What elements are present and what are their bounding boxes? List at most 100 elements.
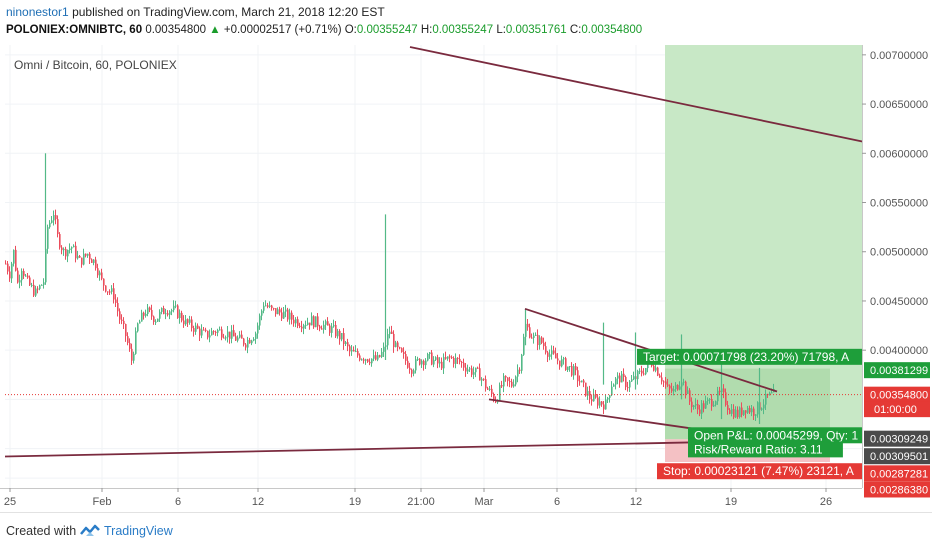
candle-body bbox=[617, 375, 619, 379]
candle-body bbox=[359, 355, 361, 360]
change-arrow-icon: ▲ bbox=[209, 24, 221, 36]
candle-body bbox=[677, 384, 679, 390]
candle-body bbox=[711, 398, 713, 407]
price-chart[interactable]: Omni / Bitcoin, 60, POLONIEX Target: 0.0… bbox=[0, 0, 932, 512]
candle-body bbox=[109, 291, 111, 293]
candle-body bbox=[513, 384, 515, 387]
candle-body bbox=[751, 408, 753, 413]
candle-body bbox=[333, 324, 335, 327]
candle-body bbox=[9, 271, 11, 279]
candle-body bbox=[695, 404, 697, 406]
candle-body bbox=[421, 360, 423, 365]
candle-body bbox=[297, 319, 299, 326]
candle-body bbox=[5, 263, 7, 265]
candle-body bbox=[181, 312, 183, 321]
candle-body bbox=[283, 311, 285, 319]
candle-body bbox=[233, 330, 235, 337]
candle-body bbox=[105, 285, 107, 292]
candle-body bbox=[249, 339, 251, 344]
candle-body bbox=[537, 334, 539, 346]
candle-body bbox=[447, 356, 449, 359]
candle-body bbox=[611, 386, 613, 396]
author-name[interactable]: ninonestor1 bbox=[6, 5, 69, 19]
candle-body bbox=[81, 257, 83, 265]
candle-body bbox=[391, 331, 393, 334]
candle-body bbox=[691, 401, 693, 407]
candle-body bbox=[83, 253, 85, 265]
candle-body bbox=[59, 234, 61, 248]
candle-body bbox=[535, 334, 537, 336]
candle-body bbox=[203, 329, 205, 331]
candle-body bbox=[115, 299, 117, 303]
candle-body bbox=[493, 393, 495, 401]
candle-body bbox=[231, 330, 233, 339]
candle-body bbox=[753, 408, 755, 416]
candle-body bbox=[99, 272, 101, 276]
candle-body bbox=[755, 414, 757, 416]
candle-body bbox=[45, 248, 47, 283]
candle-body bbox=[641, 370, 643, 374]
candle-body bbox=[305, 324, 307, 326]
candle-body bbox=[639, 370, 641, 372]
candle-body bbox=[375, 355, 377, 360]
tradingview-brand[interactable]: TradingView bbox=[104, 524, 173, 538]
candle-body bbox=[29, 277, 31, 286]
candle-body bbox=[269, 305, 271, 307]
open-value: 0.00355247 bbox=[356, 24, 418, 36]
candle-body bbox=[121, 319, 123, 321]
candle-body bbox=[337, 330, 339, 337]
candle-body bbox=[103, 278, 105, 286]
candle-body bbox=[615, 378, 617, 385]
candle-body bbox=[257, 325, 259, 334]
candle-body bbox=[539, 337, 541, 346]
candle-body bbox=[527, 323, 529, 328]
candle-body bbox=[397, 342, 399, 348]
candle-body bbox=[371, 358, 373, 364]
candle-body bbox=[433, 359, 435, 365]
candle-body bbox=[271, 305, 273, 309]
candle-body bbox=[419, 358, 421, 365]
candle-body bbox=[727, 405, 729, 410]
price-label: 0.00354800 bbox=[870, 390, 928, 402]
candle-body bbox=[415, 359, 417, 371]
candle-body bbox=[261, 310, 263, 316]
publisher-line: ninonestor1 published on TradingView.com… bbox=[6, 5, 385, 19]
candle-body bbox=[175, 305, 177, 307]
candle-body bbox=[355, 350, 357, 352]
x-tick-label: 25 bbox=[4, 496, 16, 508]
candle-body bbox=[471, 368, 473, 375]
candle-body bbox=[561, 359, 563, 367]
candle-body bbox=[473, 372, 475, 375]
candle-body bbox=[655, 367, 657, 371]
candle-body bbox=[23, 270, 25, 276]
candle-body bbox=[563, 358, 565, 360]
candle-body bbox=[287, 309, 289, 320]
candle-body bbox=[395, 342, 397, 348]
candle-body bbox=[625, 376, 627, 388]
candle-body bbox=[49, 222, 51, 228]
candle-body bbox=[275, 308, 277, 315]
candle-body bbox=[27, 275, 29, 278]
candle-body bbox=[289, 312, 291, 320]
candle-body bbox=[327, 321, 329, 326]
candle-body bbox=[301, 326, 303, 329]
candle-body bbox=[43, 282, 45, 285]
candle-body bbox=[225, 337, 227, 339]
candle-body bbox=[57, 219, 59, 235]
candle-body bbox=[197, 325, 199, 329]
candle-body bbox=[761, 408, 763, 410]
candle-body bbox=[621, 373, 623, 383]
candle-body bbox=[155, 321, 157, 323]
candle-body bbox=[653, 365, 655, 371]
candle-body bbox=[739, 407, 741, 418]
candle-body bbox=[243, 338, 245, 345]
candle-body bbox=[771, 392, 773, 394]
candle-body bbox=[427, 354, 429, 361]
time-axis: 25 Feb 6 12 19 21:00 Mar 6 12 19 26 bbox=[0, 488, 862, 508]
price-label-bg bbox=[864, 481, 930, 498]
candle-body bbox=[587, 391, 589, 396]
candle-body bbox=[701, 403, 703, 414]
candle-body bbox=[559, 360, 561, 367]
candle-body bbox=[747, 408, 749, 413]
price-label: 0.00309249 bbox=[870, 434, 928, 446]
